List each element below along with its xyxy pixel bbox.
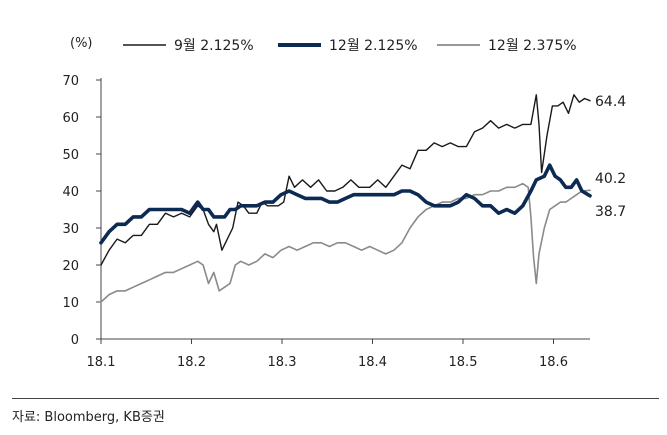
series-lines bbox=[99, 94, 592, 303]
series-line-2 bbox=[100, 182, 591, 303]
y-tick-label: 30 bbox=[62, 222, 79, 237]
series-line-1 bbox=[99, 163, 592, 245]
legend: 9월 2.125% 12월 2.125% 12월 2.375% bbox=[123, 38, 577, 54]
end-label-1: 40.2 bbox=[595, 171, 626, 187]
end-label-0: 64.4 bbox=[595, 94, 626, 110]
x-axis: 18.1 18.2 18.3 18.4 18.5 18.6 bbox=[87, 338, 590, 370]
y-axis-unit-label: (%) bbox=[70, 36, 93, 51]
legend-label-1: 12월 2.125% bbox=[329, 38, 418, 54]
source-divider bbox=[12, 398, 659, 399]
x-tick-label: 18.3 bbox=[268, 355, 297, 370]
x-tick-label: 18.1 bbox=[87, 355, 116, 370]
end-labels: 64.4 40.2 38.7 bbox=[595, 94, 626, 220]
line-chart: (%) 9월 2.125% 12월 2.125% 12월 2.375% 0 10 20 3… bbox=[62, 36, 626, 370]
x-tick-label: 18.6 bbox=[539, 355, 568, 370]
y-tick-label: 10 bbox=[62, 296, 79, 311]
y-tick-label: 50 bbox=[62, 148, 79, 163]
x-tick-label: 18.4 bbox=[358, 355, 387, 370]
y-tick-label: 0 bbox=[71, 333, 79, 348]
y-tick-label: 20 bbox=[62, 259, 79, 274]
x-tick-label: 18.5 bbox=[449, 355, 478, 370]
y-axis: 0 10 20 30 40 50 60 70 bbox=[62, 74, 102, 348]
y-tick-label: 70 bbox=[62, 74, 79, 89]
legend-label-0: 9월 2.125% bbox=[174, 38, 254, 54]
y-tick-label: 60 bbox=[62, 111, 79, 126]
end-label-2: 38.7 bbox=[595, 204, 626, 220]
series-line-0 bbox=[100, 94, 591, 266]
x-tick-label: 18.2 bbox=[177, 355, 206, 370]
y-tick-label: 40 bbox=[62, 185, 79, 200]
source-note: 자료: Bloomberg, KB증권 bbox=[12, 410, 165, 425]
legend-label-2: 12월 2.375% bbox=[488, 38, 577, 54]
